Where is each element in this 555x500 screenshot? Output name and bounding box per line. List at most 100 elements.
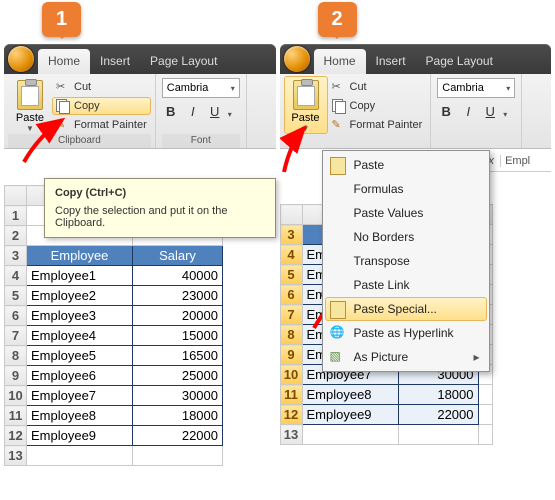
- menu-paste-link[interactable]: Paste Link: [325, 273, 487, 297]
- italic-button[interactable]: I: [184, 104, 202, 119]
- cell[interactable]: Employee8: [27, 406, 133, 426]
- menu-formulas[interactable]: Formulas: [325, 177, 487, 201]
- underline-button[interactable]: U: [481, 104, 499, 119]
- row-header[interactable]: 3: [5, 246, 27, 266]
- row-header[interactable]: 3: [280, 225, 302, 245]
- clipboard-group-label: Clipboard: [8, 134, 151, 148]
- cell[interactable]: Employee3: [27, 306, 133, 326]
- cell[interactable]: 40000: [133, 266, 223, 286]
- format-painter-label: Format Painter: [74, 119, 147, 131]
- cell[interactable]: 23000: [133, 286, 223, 306]
- row-header[interactable]: 1: [5, 206, 27, 226]
- row-header[interactable]: 13: [280, 425, 302, 445]
- row-header[interactable]: 6: [5, 306, 27, 326]
- bold-button[interactable]: B: [437, 104, 455, 119]
- cell[interactable]: 30000: [133, 386, 223, 406]
- row-header[interactable]: 4: [280, 245, 302, 265]
- format-painter-button[interactable]: ✎ Format Painter: [52, 116, 151, 134]
- row-header[interactable]: 12: [280, 405, 302, 425]
- menu-no-borders[interactable]: No Borders: [325, 225, 487, 249]
- office-button[interactable]: [284, 46, 310, 72]
- tab-home[interactable]: Home: [314, 49, 366, 74]
- row-header[interactable]: 12: [5, 426, 27, 446]
- cell[interactable]: Employee6: [27, 366, 133, 386]
- cell[interactable]: 22000: [398, 405, 478, 425]
- menu-as-picture[interactable]: ▧ As Picture ▸: [325, 345, 487, 369]
- cut-button[interactable]: ✂ Cut: [52, 78, 151, 96]
- row-header[interactable]: 6: [280, 285, 302, 305]
- cell[interactable]: 25000: [133, 366, 223, 386]
- cell[interactable]: 15000: [133, 326, 223, 346]
- row-header[interactable]: 13: [5, 446, 27, 466]
- cell[interactable]: [27, 446, 133, 466]
- cell[interactable]: Employee1: [27, 266, 133, 286]
- row-header[interactable]: 5: [5, 286, 27, 306]
- row-header[interactable]: 9: [280, 345, 302, 365]
- tab-insert[interactable]: Insert: [90, 49, 140, 74]
- cell[interactable]: Employee9: [302, 405, 398, 425]
- font-group: Cambria ▾ B I U ▾ Font: [431, 74, 522, 148]
- row-header[interactable]: 9: [5, 366, 27, 386]
- cell[interactable]: [478, 405, 492, 425]
- row-header[interactable]: 7: [5, 326, 27, 346]
- cell[interactable]: Employee8: [302, 385, 398, 405]
- menu-paste-hyperlink[interactable]: 🌐 Paste as Hyperlink: [325, 321, 487, 345]
- ribbon-tabs: Home Insert Page Layout: [4, 44, 276, 74]
- cell[interactable]: [133, 446, 223, 466]
- row-header[interactable]: 10: [5, 386, 27, 406]
- row-header[interactable]: 11: [280, 385, 302, 405]
- menu-paste-values[interactable]: Paste Values: [325, 201, 487, 225]
- cell[interactable]: Employee: [27, 246, 133, 266]
- copy-button[interactable]: Copy: [52, 97, 151, 115]
- chevron-down-icon: ▼: [302, 124, 310, 133]
- menu-paste-special[interactable]: Paste Special...: [325, 297, 487, 321]
- row-header[interactable]: 4: [5, 266, 27, 286]
- font-name-select[interactable]: Cambria ▾: [437, 78, 515, 98]
- row-header[interactable]: 10: [280, 365, 302, 385]
- cell[interactable]: [398, 425, 478, 445]
- menu-paste[interactable]: Paste: [325, 153, 487, 177]
- paste-button[interactable]: Paste ▼: [8, 76, 52, 134]
- row-header[interactable]: 7: [280, 305, 302, 325]
- underline-button[interactable]: U: [206, 104, 224, 119]
- font-name-select[interactable]: Cambria ▾: [162, 78, 240, 98]
- cell[interactable]: Salary: [133, 246, 223, 266]
- tab-page-layout[interactable]: Page Layout: [140, 49, 227, 74]
- menu-transpose[interactable]: Transpose: [325, 249, 487, 273]
- cell[interactable]: Employee5: [27, 346, 133, 366]
- format-painter-button[interactable]: ✎ Format Painter: [328, 116, 427, 134]
- row-header[interactable]: 8: [280, 325, 302, 345]
- row-header[interactable]: 8: [5, 346, 27, 366]
- cell[interactable]: 20000: [133, 306, 223, 326]
- tab-page-layout[interactable]: Page Layout: [416, 49, 503, 74]
- picture-icon: ▧: [330, 349, 348, 367]
- bold-button[interactable]: B: [162, 104, 180, 119]
- cut-button[interactable]: ✂ Cut: [328, 78, 427, 96]
- hyperlink-icon: 🌐: [330, 325, 348, 343]
- font-style-row: B I U ▾: [437, 104, 515, 119]
- cell[interactable]: Employee7: [27, 386, 133, 406]
- menu-as-picture-label: As Picture: [354, 350, 409, 364]
- row-header[interactable]: 2: [5, 226, 27, 246]
- cell[interactable]: [478, 385, 492, 405]
- cell[interactable]: [302, 425, 398, 445]
- copy-button[interactable]: Copy: [328, 97, 427, 115]
- tooltip-title: Copy (Ctrl+C): [55, 187, 265, 199]
- tab-insert[interactable]: Insert: [366, 49, 416, 74]
- row-header[interactable]: 11: [5, 406, 27, 426]
- cell[interactable]: Employee4: [27, 326, 133, 346]
- cell[interactable]: [478, 425, 492, 445]
- cell[interactable]: 22000: [133, 426, 223, 446]
- paste-button[interactable]: Paste ▼: [284, 76, 328, 134]
- cell[interactable]: Employee2: [27, 286, 133, 306]
- office-button[interactable]: [8, 46, 34, 72]
- cell[interactable]: 16500: [133, 346, 223, 366]
- cell[interactable]: 18000: [133, 406, 223, 426]
- cell[interactable]: 18000: [398, 385, 478, 405]
- cell[interactable]: Employee9: [27, 426, 133, 446]
- italic-button[interactable]: I: [459, 104, 477, 119]
- formula-value[interactable]: Empl: [500, 155, 534, 167]
- tab-home[interactable]: Home: [38, 49, 90, 74]
- row-header[interactable]: 5: [280, 265, 302, 285]
- panel-step-1: 1 Home Insert Page Layout Paste ▼ ✂ Cut: [4, 4, 276, 496]
